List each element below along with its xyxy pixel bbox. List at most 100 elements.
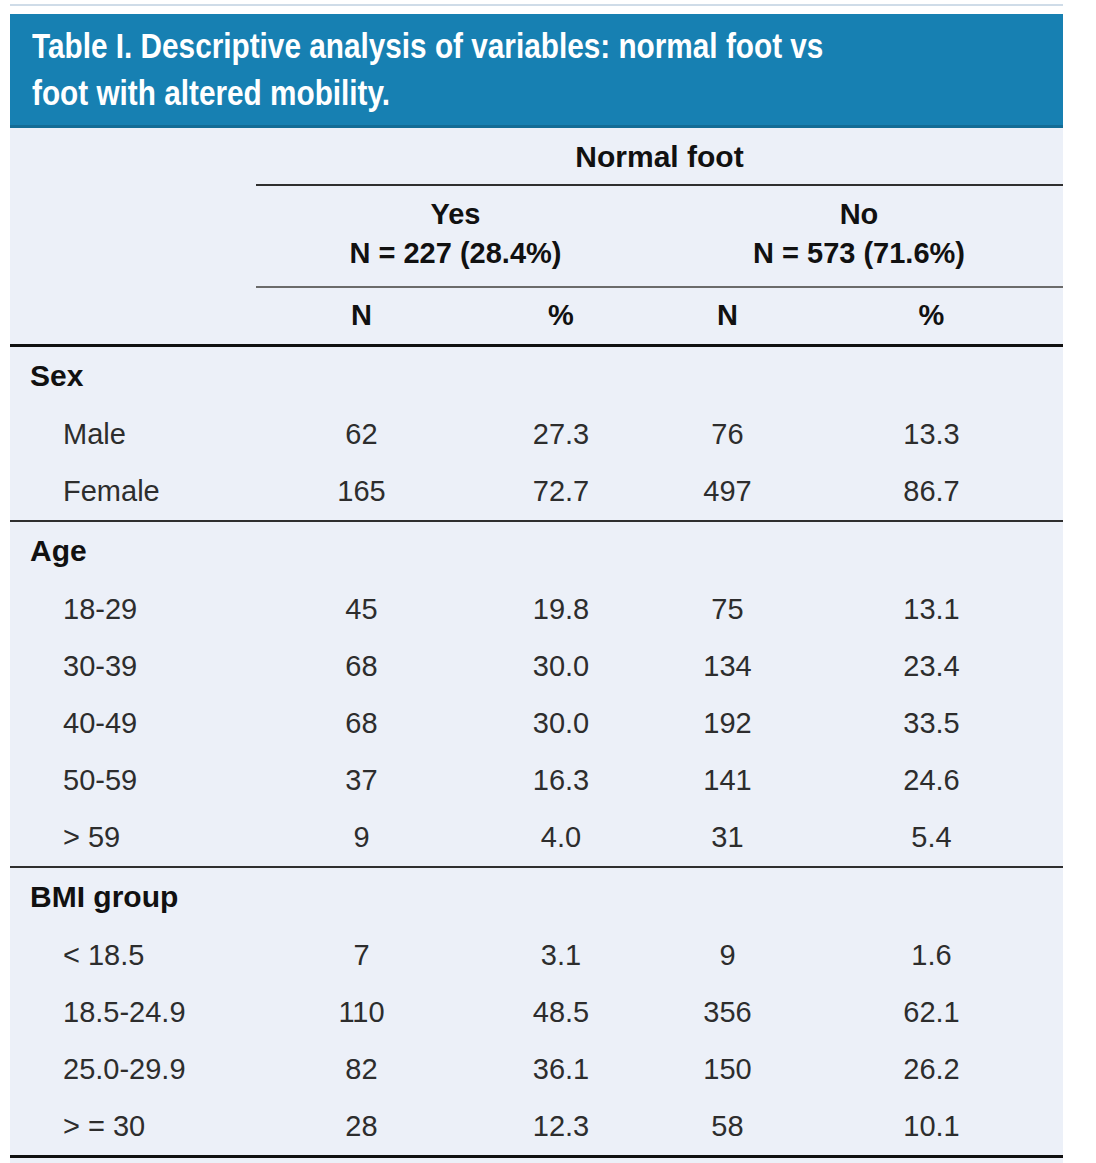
cell-value: 36.1 bbox=[467, 1041, 655, 1098]
cell-value: 68 bbox=[256, 638, 467, 695]
row-label: < 18.5 bbox=[10, 927, 256, 984]
table-row: 18.5-24.911048.535662.1 bbox=[10, 984, 1063, 1041]
cell-value: 28 bbox=[256, 1098, 467, 1157]
stat-header-n-yes: N bbox=[256, 287, 467, 346]
row-label: Female bbox=[10, 463, 256, 521]
stat-header-pct-no: % bbox=[800, 287, 1063, 346]
header-spacer bbox=[10, 185, 256, 287]
table-row: 25.0-29.98236.115026.2 bbox=[10, 1041, 1063, 1098]
cell-value: 27.3 bbox=[467, 406, 655, 463]
row-label: 30-39 bbox=[10, 638, 256, 695]
cell-value: 31 bbox=[655, 809, 800, 867]
cell-value: 192 bbox=[655, 695, 800, 752]
table-body: SexMale6227.37613.3Female16572.749786.7A… bbox=[10, 346, 1063, 1157]
cell-value: 16.3 bbox=[467, 752, 655, 809]
table-row: 30-396830.013423.4 bbox=[10, 638, 1063, 695]
cell-value: 9 bbox=[256, 809, 467, 867]
cell-value: 110 bbox=[256, 984, 467, 1041]
table-row: 18-294519.87513.1 bbox=[10, 581, 1063, 638]
row-label: 25.0-29.9 bbox=[10, 1041, 256, 1098]
cell-value: 165 bbox=[256, 463, 467, 521]
top-divider bbox=[10, 4, 1063, 6]
table-row: 50-593716.314124.6 bbox=[10, 752, 1063, 809]
table-row: Female16572.749786.7 bbox=[10, 463, 1063, 521]
table-row: < 18.573.191.6 bbox=[10, 927, 1063, 984]
row-label: 40-49 bbox=[10, 695, 256, 752]
table-title: Table I. Descriptive analysis of variabl… bbox=[32, 22, 1040, 116]
table-title-line2: foot with altered mobility. bbox=[32, 69, 1040, 116]
section-title: Sex bbox=[10, 346, 1063, 407]
table-title-bar: Table I. Descriptive analysis of variabl… bbox=[10, 14, 1063, 128]
row-label: > = 30 bbox=[10, 1098, 256, 1157]
cell-value: 24.6 bbox=[800, 752, 1063, 809]
table-title-line1: Table I. Descriptive analysis of variabl… bbox=[32, 22, 1040, 69]
cell-value: 13.1 bbox=[800, 581, 1063, 638]
cell-value: 62.1 bbox=[800, 984, 1063, 1041]
cell-value: 75 bbox=[655, 581, 800, 638]
row-label: 50-59 bbox=[10, 752, 256, 809]
cell-value: 5.4 bbox=[800, 809, 1063, 867]
subgroup-yes-count: N = 227 (28.4%) bbox=[256, 234, 655, 273]
table-row: Male6227.37613.3 bbox=[10, 406, 1063, 463]
subgroup-yes-label: Yes bbox=[256, 195, 655, 234]
cell-value: 1.6 bbox=[800, 927, 1063, 984]
row-label: 18-29 bbox=[10, 581, 256, 638]
cell-value: 4.0 bbox=[467, 809, 655, 867]
cell-value: 150 bbox=[655, 1041, 800, 1098]
cell-value: 19.8 bbox=[467, 581, 655, 638]
row-label: > 59 bbox=[10, 809, 256, 867]
row-label: 18.5-24.9 bbox=[10, 984, 256, 1041]
cell-value: 3.1 bbox=[467, 927, 655, 984]
table-head: Normal foot Yes N = 227 (28.4%) No N = 5… bbox=[10, 128, 1063, 346]
table-figure: Table I. Descriptive analysis of variabl… bbox=[10, 4, 1063, 1163]
stat-header-n-no: N bbox=[655, 287, 800, 346]
table-area: Normal foot Yes N = 227 (28.4%) No N = 5… bbox=[10, 128, 1063, 1163]
cell-value: 82 bbox=[256, 1041, 467, 1098]
cell-value: 13.3 bbox=[800, 406, 1063, 463]
cell-value: 7 bbox=[256, 927, 467, 984]
descriptive-table: Normal foot Yes N = 227 (28.4%) No N = 5… bbox=[10, 128, 1063, 1158]
table-row: 40-496830.019233.5 bbox=[10, 695, 1063, 752]
subgroup-no-label: No bbox=[655, 195, 1063, 234]
section-header-row: BMI group bbox=[10, 867, 1063, 927]
cell-value: 356 bbox=[655, 984, 800, 1041]
section-title: Age bbox=[10, 521, 1063, 581]
cell-value: 48.5 bbox=[467, 984, 655, 1041]
header-spacer bbox=[10, 287, 256, 346]
cell-value: 497 bbox=[655, 463, 800, 521]
header-spacer bbox=[10, 128, 256, 185]
cell-value: 26.2 bbox=[800, 1041, 1063, 1098]
cell-value: 68 bbox=[256, 695, 467, 752]
table-row: > = 302812.35810.1 bbox=[10, 1098, 1063, 1157]
cell-value: 141 bbox=[655, 752, 800, 809]
subgroup-header-row: Yes N = 227 (28.4%) No N = 573 (71.6%) bbox=[10, 185, 1063, 287]
cell-value: 12.3 bbox=[467, 1098, 655, 1157]
section-header-row: Age bbox=[10, 521, 1063, 581]
section-header-row: Sex bbox=[10, 346, 1063, 407]
cell-value: 58 bbox=[655, 1098, 800, 1157]
section-title: BMI group bbox=[10, 867, 1063, 927]
cell-value: 45 bbox=[256, 581, 467, 638]
cell-value: 62 bbox=[256, 406, 467, 463]
subgroup-no: No N = 573 (71.6%) bbox=[655, 185, 1063, 287]
cell-value: 86.7 bbox=[800, 463, 1063, 521]
stat-header-row: N % N % bbox=[10, 287, 1063, 346]
cell-value: 37 bbox=[256, 752, 467, 809]
subgroup-yes: Yes N = 227 (28.4%) bbox=[256, 185, 655, 287]
cell-value: 134 bbox=[655, 638, 800, 695]
subgroup-no-count: N = 573 (71.6%) bbox=[655, 234, 1063, 273]
stat-header-pct-yes: % bbox=[467, 287, 655, 346]
cell-value: 30.0 bbox=[467, 638, 655, 695]
table-row: > 5994.0315.4 bbox=[10, 809, 1063, 867]
group-header-row: Normal foot bbox=[10, 128, 1063, 185]
cell-value: 9 bbox=[655, 927, 800, 984]
cell-value: 72.7 bbox=[467, 463, 655, 521]
cell-value: 76 bbox=[655, 406, 800, 463]
cell-value: 23.4 bbox=[800, 638, 1063, 695]
page: Table I. Descriptive analysis of variabl… bbox=[0, 0, 1096, 1163]
group-header-normal-foot: Normal foot bbox=[256, 128, 1063, 185]
cell-value: 30.0 bbox=[467, 695, 655, 752]
cell-value: 33.5 bbox=[800, 695, 1063, 752]
row-label: Male bbox=[10, 406, 256, 463]
cell-value: 10.1 bbox=[800, 1098, 1063, 1157]
